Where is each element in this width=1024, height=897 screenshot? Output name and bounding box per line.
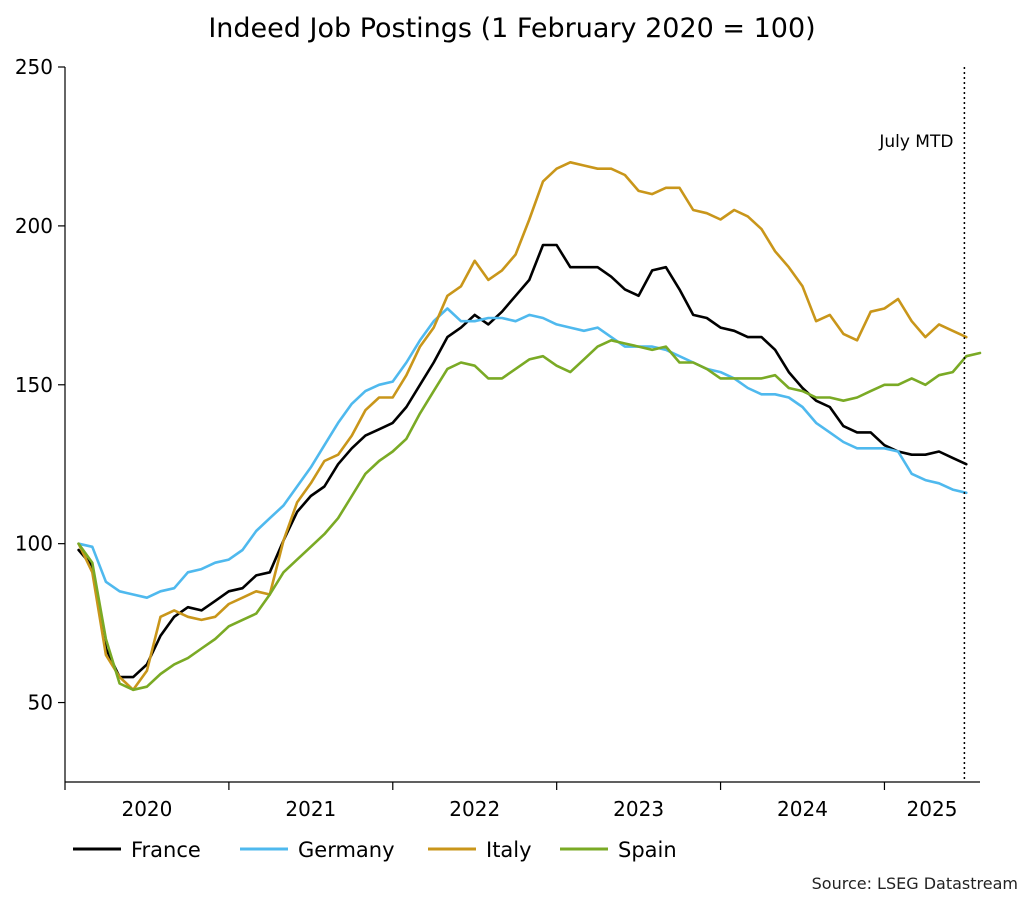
legend-label-france: France — [131, 838, 201, 862]
series-line-germany — [77, 307, 968, 600]
x-tick-label: 2024 — [777, 797, 828, 821]
y-tick-label: 250 — [15, 55, 53, 79]
series-line-spain — [77, 338, 982, 692]
axes — [58, 66, 980, 790]
y-tick-label: 200 — [15, 214, 53, 238]
chart-title: Indeed Job Postings (1 February 2020 = 1… — [208, 13, 815, 44]
series-line-france — [77, 243, 968, 679]
series-line-italy — [77, 161, 968, 692]
x-tick-label: 2023 — [613, 797, 664, 821]
x-tick-labels: 2020 2021 2022 2023 2024 2025 — [121, 797, 957, 821]
x-tick-label: 2021 — [285, 797, 336, 821]
x-tick-label: 2022 — [449, 797, 500, 821]
legend-label-germany: Germany — [298, 838, 395, 862]
legend-label-spain: Spain — [618, 838, 677, 862]
legend: France Germany Italy Spain — [73, 838, 677, 862]
series-lines — [77, 161, 982, 692]
y-tick-label: 100 — [15, 532, 53, 556]
y-tick-labels: 50 100 150 200 250 — [15, 55, 53, 715]
july-mtd-annotation: July MTD — [878, 132, 953, 152]
y-tick-label: 50 — [28, 691, 53, 715]
x-tick-label: 2020 — [121, 797, 172, 821]
legend-label-italy: Italy — [486, 838, 532, 862]
source-note: Source: LSEG Datastream — [812, 874, 1018, 893]
y-tick-label: 150 — [15, 373, 53, 397]
x-tick-label: 2025 — [907, 797, 958, 821]
